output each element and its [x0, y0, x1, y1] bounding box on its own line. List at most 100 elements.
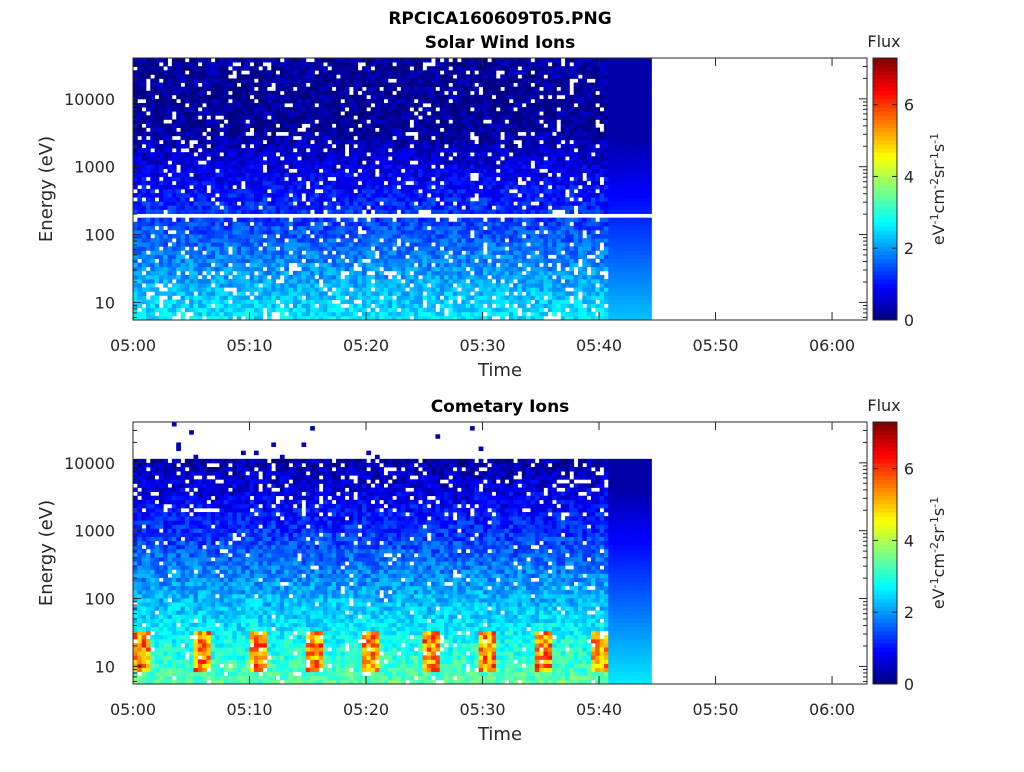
- heatmap-cell: [478, 201, 484, 206]
- heatmap-cell: [189, 86, 194, 92]
- heatmap-cell: [241, 250, 246, 255]
- heatmap-cell: [340, 172, 346, 178]
- heatmap-cell: [305, 315, 311, 321]
- heatmap-cell: [366, 189, 372, 194]
- heatmap-cell: [245, 62, 251, 67]
- heatmap-cell: [310, 283, 315, 288]
- heatmap-cell: [297, 246, 302, 251]
- heatmap-cell: [405, 234, 410, 239]
- heatmap-cell: [176, 74, 181, 79]
- heatmap-cell: [461, 152, 467, 157]
- heatmap-cell: [482, 127, 488, 133]
- heatmap-cell: [400, 266, 406, 272]
- heatmap-cell: [163, 135, 168, 141]
- heatmap-cell: [383, 250, 389, 255]
- heatmap-cell: [228, 311, 233, 317]
- heatmap-cell: [491, 201, 497, 206]
- heatmap-cell: [245, 58, 251, 63]
- heatmap-cell: [163, 246, 168, 251]
- heatmap-cell: [461, 311, 467, 317]
- heatmap-cell: [305, 160, 311, 165]
- heatmap-cell: [405, 193, 410, 198]
- heatmap-cell: [413, 274, 419, 280]
- heatmap-cell: [340, 287, 346, 292]
- heatmap-cell: [266, 193, 272, 198]
- heatmap-cell: [444, 234, 449, 239]
- heatmap-cell: [314, 82, 320, 88]
- heatmap-cell: [262, 176, 268, 182]
- heatmap-cell: [461, 115, 467, 120]
- heatmap-cell: [361, 291, 367, 296]
- heatmap-cell: [158, 307, 164, 313]
- heatmap-cell: [163, 131, 168, 137]
- heatmap-cell: [374, 82, 380, 88]
- heatmap-cell: [271, 143, 276, 149]
- heatmap-cell: [327, 180, 333, 186]
- heatmap-cell: [323, 205, 328, 210]
- heatmap-cell: [431, 78, 436, 83]
- heatmap-cell: [141, 127, 147, 133]
- heatmap-cell: [331, 66, 337, 71]
- heatmap-cell: [184, 160, 190, 165]
- heatmap-cell: [457, 98, 462, 104]
- heatmap-cell: [310, 250, 315, 255]
- heatmap-cell: [426, 189, 432, 194]
- heatmap-cell: [405, 135, 410, 141]
- heatmap-cell: [422, 123, 428, 128]
- heatmap-cells: [133, 58, 652, 321]
- heatmap-cell: [154, 160, 160, 165]
- heatmap-cell: [357, 303, 363, 309]
- heatmap-cell: [228, 266, 233, 272]
- heatmap-cell: [301, 299, 307, 305]
- heatmap-cell: [392, 258, 397, 264]
- heatmap-cell: [219, 189, 225, 194]
- heatmap-cell: [133, 307, 138, 313]
- heatmap-cell: [495, 246, 501, 251]
- heatmap-cell: [197, 307, 203, 313]
- heatmap-cell: [258, 315, 264, 321]
- heatmap-cell: [184, 78, 190, 83]
- heatmap-cell: [340, 152, 346, 157]
- heatmap-cell: [379, 58, 384, 63]
- heatmap-cell: [465, 250, 471, 255]
- heatmap-cell: [202, 148, 207, 153]
- heatmap-cell: [439, 229, 445, 235]
- heatmap-cell: [232, 123, 238, 128]
- heatmap-cell: [258, 217, 264, 223]
- heatmap-cell: [405, 62, 410, 67]
- heatmap-cell: [210, 123, 216, 128]
- heatmap-cell: [340, 295, 346, 300]
- heatmap-cell: [435, 205, 441, 210]
- heatmap-cell: [370, 283, 376, 288]
- heatmap-cell: [258, 119, 264, 124]
- heatmap-cell: [413, 234, 419, 239]
- heatmap-cell: [409, 307, 415, 313]
- heatmap-cell: [292, 180, 298, 186]
- heatmap-cell: [409, 246, 415, 251]
- heatmap-cell: [379, 234, 384, 239]
- heatmap-cell: [457, 148, 462, 153]
- heatmap-cell: [219, 172, 225, 178]
- heatmap-cell: [184, 205, 190, 210]
- heatmap-cell: [202, 258, 207, 264]
- heatmap-cell: [184, 143, 190, 149]
- heatmap-cell: [474, 209, 480, 214]
- heatmap-cell: [379, 127, 384, 133]
- heatmap-cell: [228, 62, 233, 67]
- heatmap-cell: [318, 103, 324, 108]
- heatmap-cell: [288, 90, 294, 96]
- heatmap-cell: [184, 266, 190, 272]
- heatmap-cell: [370, 262, 376, 268]
- heatmap-cell: [301, 107, 307, 112]
- heatmap-cell: [154, 209, 160, 214]
- heatmap-cell: [327, 111, 333, 116]
- heatmap-cell: [465, 111, 471, 116]
- heatmap-cell: [223, 205, 229, 210]
- heatmap-cell: [331, 291, 337, 296]
- heatmap-cell: [253, 287, 259, 292]
- heatmap-cell: [495, 143, 501, 149]
- heatmap-cell: [180, 262, 186, 268]
- heatmap-cell: [370, 172, 376, 178]
- heatmap-cell: [470, 221, 475, 227]
- heatmap-cell: [145, 74, 151, 79]
